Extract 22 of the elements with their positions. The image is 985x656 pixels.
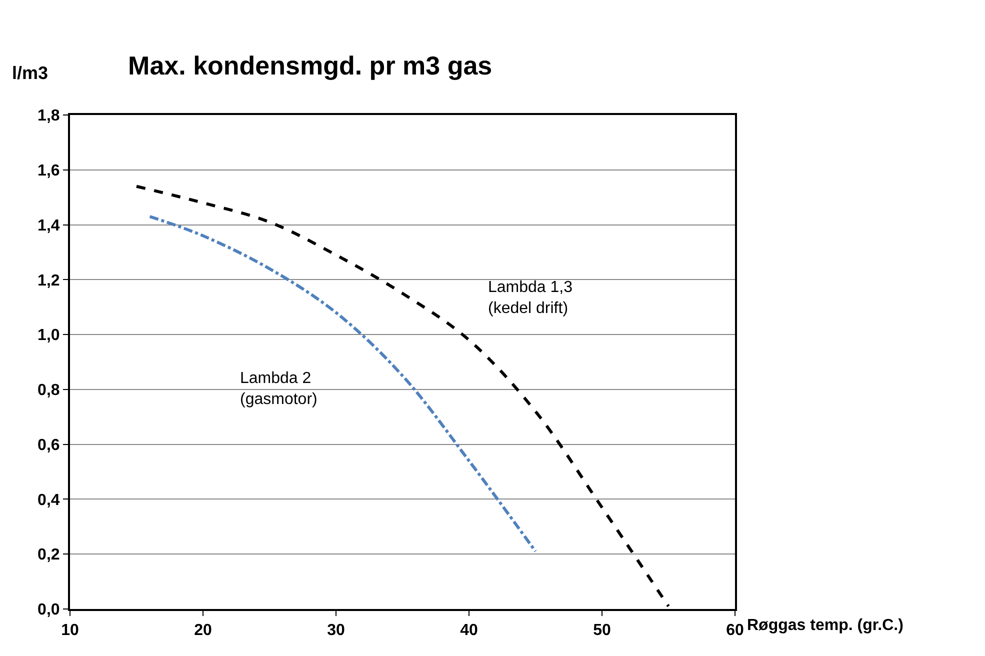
annotation: Lambda 2 (gasmotor)	[240, 370, 318, 408]
x-tick-label: 40	[460, 622, 478, 640]
line-series	[135, 184, 670, 608]
y-tick-label: 1,4	[38, 217, 60, 234]
y-axis-title: l/m3	[12, 63, 48, 83]
y-tick-label: 1,0	[38, 327, 60, 344]
x-tick-label: 50	[593, 622, 611, 640]
annotation: Lambda 1,3 (kedel drift)	[488, 279, 573, 317]
x-tick-label: 30	[327, 622, 345, 640]
y-tick-label: 0,8	[38, 382, 60, 400]
x-tick-label: 60	[726, 622, 744, 640]
y-tick-label: 0,4	[38, 492, 60, 509]
x-tick-label: 10	[61, 622, 79, 640]
y-tick-label: 0,6	[38, 436, 60, 454]
chart-title: Max. kondensmgd. pr m3 gas	[128, 50, 492, 81]
y-tick-label: 1,8	[38, 108, 60, 125]
y-tick-label: 1,6	[38, 162, 60, 180]
y-tick-label: 0,0	[38, 602, 60, 619]
x-tick-label: 20	[194, 622, 212, 640]
y-tick-label: 1,2	[38, 272, 60, 290]
y-tick-label: 0,2	[38, 546, 60, 564]
x-axis-title: Røggas temp. (gr.C.)	[747, 617, 904, 634]
